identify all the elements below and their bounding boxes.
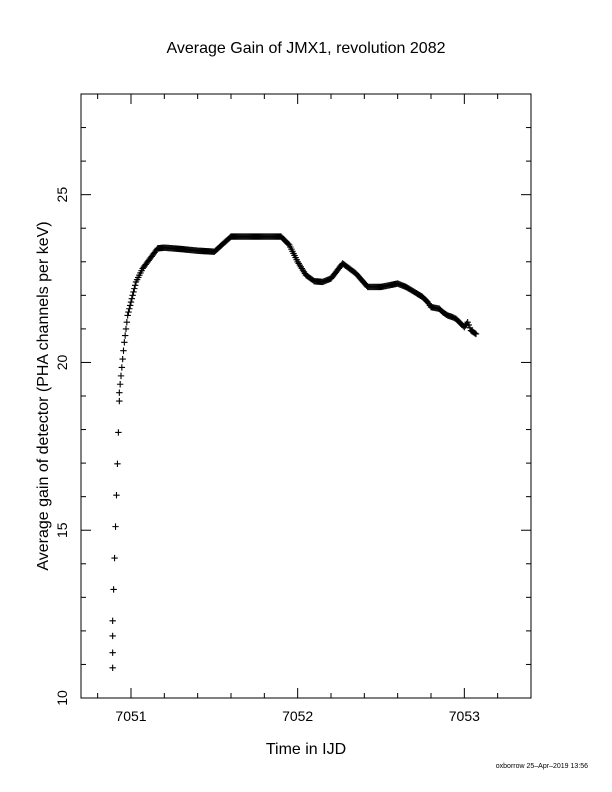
data-point xyxy=(123,318,131,326)
chart-title: Average Gain of JMX1, revolution 2082 xyxy=(167,40,446,57)
data-point xyxy=(113,492,120,499)
footer-credit: oxborrow 25–Apr–2019 13:56 xyxy=(496,763,588,770)
x-tick-label: 7051 xyxy=(115,708,146,724)
data-point xyxy=(109,632,116,640)
x-tick-label: 7053 xyxy=(449,708,480,724)
data-point xyxy=(117,372,125,380)
data-point xyxy=(119,355,126,363)
data-point xyxy=(111,554,118,562)
y-tick-label: 10 xyxy=(54,690,70,706)
data-point xyxy=(118,364,126,371)
y-tick-label: 15 xyxy=(54,522,70,538)
y-tick-label: 25 xyxy=(54,187,70,203)
data-point xyxy=(127,298,135,306)
data-point xyxy=(115,429,122,436)
data-point xyxy=(109,649,116,656)
y-tick-label: 20 xyxy=(54,354,70,370)
axis-ticks: 7051 7052 7053 10 15 20 25 xyxy=(54,93,532,724)
plot-frame xyxy=(80,93,532,699)
x-axis-label: Time in IJD xyxy=(266,741,346,758)
data-point xyxy=(109,664,116,671)
data-point xyxy=(114,460,121,468)
data-point xyxy=(110,586,117,593)
data-point xyxy=(471,330,479,337)
data-point xyxy=(131,282,139,289)
data-point xyxy=(126,305,133,312)
data-point xyxy=(128,295,136,302)
data-point xyxy=(116,397,123,405)
data-point xyxy=(122,325,130,333)
data-point xyxy=(116,381,124,388)
data-point xyxy=(472,330,480,338)
data-point xyxy=(129,292,136,299)
data-point xyxy=(131,285,138,292)
data-point xyxy=(120,347,127,354)
data-point xyxy=(464,318,471,326)
data-point xyxy=(112,523,119,530)
x-tick-label: 7052 xyxy=(282,708,313,724)
y-axis-label: Average gain of detector (PHA channels p… xyxy=(35,221,52,570)
data-points xyxy=(109,233,480,671)
data-point xyxy=(121,339,128,346)
data-point xyxy=(121,332,129,339)
data-point xyxy=(466,324,474,331)
data-point xyxy=(124,312,131,319)
data-point xyxy=(465,321,472,329)
data-point xyxy=(116,389,123,396)
data-point xyxy=(126,302,134,309)
data-point xyxy=(109,617,116,625)
data-point xyxy=(125,308,132,316)
data-point xyxy=(130,288,137,296)
